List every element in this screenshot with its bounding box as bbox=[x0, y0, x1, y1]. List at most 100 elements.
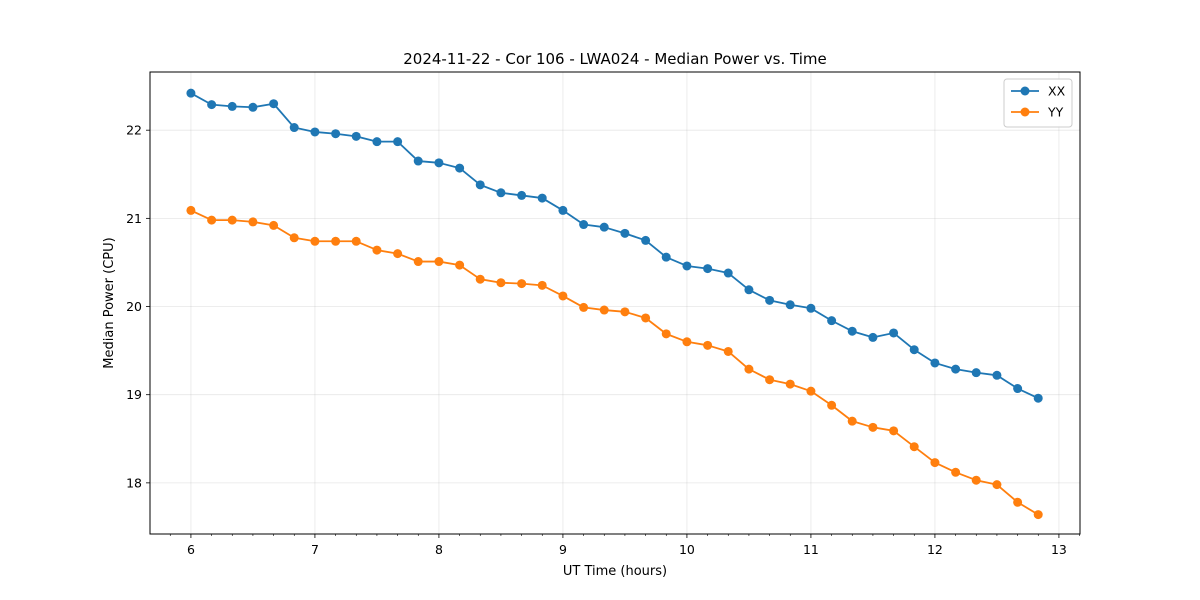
data-point-xx bbox=[1033, 393, 1043, 403]
data-point-yy bbox=[269, 220, 279, 230]
data-point-yy bbox=[413, 257, 423, 267]
legend: XX YY bbox=[1003, 78, 1073, 128]
data-point-yy bbox=[951, 467, 961, 477]
data-point-xx bbox=[558, 205, 568, 215]
data-point-xx bbox=[765, 295, 775, 305]
data-point-xx bbox=[661, 252, 671, 262]
data-point-yy bbox=[289, 233, 299, 243]
data-point-xx bbox=[847, 326, 857, 336]
data-point-yy bbox=[723, 346, 733, 356]
series-group bbox=[186, 88, 1043, 520]
data-point-yy bbox=[186, 205, 196, 215]
data-point-yy bbox=[765, 375, 775, 385]
y-tick-label: 20 bbox=[126, 299, 142, 314]
x-tick-label: 9 bbox=[559, 542, 567, 557]
data-point-yy bbox=[785, 379, 795, 389]
data-point-yy bbox=[455, 260, 465, 270]
x-tick-label: 11 bbox=[803, 542, 819, 557]
data-point-xx bbox=[517, 190, 527, 200]
data-point-yy bbox=[930, 458, 940, 468]
data-point-xx bbox=[641, 235, 651, 245]
data-point-xx bbox=[537, 193, 547, 203]
data-point-xx bbox=[496, 188, 506, 198]
data-point-yy bbox=[744, 364, 754, 374]
data-point-yy bbox=[227, 215, 237, 225]
grid bbox=[150, 72, 1080, 534]
legend-label-yy: YY bbox=[1047, 105, 1064, 120]
data-point-yy bbox=[847, 416, 857, 426]
data-point-xx bbox=[579, 220, 589, 230]
data-point-xx bbox=[289, 123, 299, 133]
data-point-xx bbox=[951, 364, 961, 374]
data-point-yy bbox=[806, 386, 816, 396]
data-point-xx bbox=[889, 328, 899, 338]
data-point-yy bbox=[1013, 497, 1023, 507]
x-tick-label: 6 bbox=[187, 542, 195, 557]
data-point-xx bbox=[930, 358, 940, 368]
x-tick-label: 10 bbox=[679, 542, 695, 557]
data-point-yy bbox=[661, 329, 671, 339]
data-point-xx bbox=[827, 316, 837, 326]
data-point-xx bbox=[413, 156, 423, 166]
data-point-xx bbox=[186, 88, 196, 98]
data-point-yy bbox=[537, 280, 547, 290]
data-point-yy bbox=[331, 236, 341, 246]
data-point-xx bbox=[744, 285, 754, 295]
x-tick-label: 7 bbox=[311, 542, 319, 557]
data-point-yy bbox=[868, 422, 878, 432]
data-point-xx bbox=[455, 163, 465, 173]
data-point-yy bbox=[641, 313, 651, 323]
data-point-yy bbox=[889, 426, 899, 436]
data-point-xx bbox=[620, 228, 630, 238]
y-tick-label: 22 bbox=[126, 123, 142, 138]
data-point-yy bbox=[496, 278, 506, 288]
data-point-yy bbox=[579, 302, 589, 312]
data-point-yy bbox=[393, 249, 403, 259]
legend-marker-yy bbox=[1020, 107, 1030, 117]
data-point-yy bbox=[909, 442, 919, 452]
y-tick-label: 19 bbox=[126, 387, 142, 402]
y-tick-label: 21 bbox=[126, 211, 142, 226]
x-tick-label: 13 bbox=[1051, 542, 1067, 557]
legend-marker-xx bbox=[1020, 86, 1030, 96]
data-point-xx bbox=[703, 264, 713, 274]
data-point-yy bbox=[620, 307, 630, 317]
x-tick-label: 12 bbox=[927, 542, 943, 557]
data-point-xx bbox=[682, 261, 692, 271]
data-point-xx bbox=[723, 268, 733, 278]
data-point-xx bbox=[227, 101, 237, 111]
x-axis-label: UT Time (hours) bbox=[563, 564, 667, 579]
data-point-xx bbox=[1013, 384, 1023, 394]
data-point-xx bbox=[372, 137, 382, 147]
data-point-yy bbox=[558, 291, 568, 301]
plot-frame bbox=[149, 71, 1081, 535]
data-point-xx bbox=[269, 99, 279, 109]
data-point-xx bbox=[475, 180, 485, 190]
axis-ticks: 6 7 8 9 10 11 12 13 18 19 20 21 22 bbox=[126, 123, 1080, 557]
data-point-yy bbox=[599, 305, 609, 315]
data-point-xx bbox=[909, 345, 919, 355]
data-point-yy bbox=[207, 215, 217, 225]
data-point-yy bbox=[517, 279, 527, 289]
data-point-yy bbox=[434, 257, 444, 267]
data-point-yy bbox=[827, 400, 837, 410]
data-point-xx bbox=[248, 102, 258, 112]
data-point-yy bbox=[992, 480, 1002, 490]
legend-label-xx: XX bbox=[1048, 84, 1066, 99]
data-point-yy bbox=[475, 274, 485, 284]
data-point-yy bbox=[682, 337, 692, 347]
data-point-xx bbox=[868, 332, 878, 342]
y-tick-label: 18 bbox=[126, 475, 142, 490]
x-tick-label: 8 bbox=[435, 542, 443, 557]
data-point-xx bbox=[207, 100, 217, 110]
data-point-xx bbox=[310, 127, 320, 137]
data-point-xx bbox=[434, 158, 444, 168]
data-point-xx bbox=[331, 129, 341, 139]
data-point-xx bbox=[971, 368, 981, 378]
data-point-yy bbox=[372, 245, 382, 255]
data-point-yy bbox=[971, 475, 981, 485]
chart-title: 2024-11-22 - Cor 106 - LWA024 - Median P… bbox=[403, 50, 827, 68]
data-point-xx bbox=[599, 222, 609, 232]
